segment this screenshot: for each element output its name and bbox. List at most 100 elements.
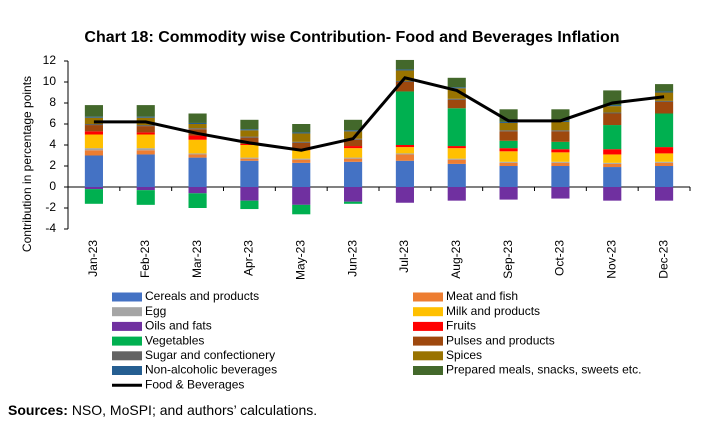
x-tick-label: Feb-23 — [138, 240, 152, 278]
legend-swatch — [112, 351, 142, 361]
bar-segment — [447, 158, 466, 160]
legend-label: Non-alcoholic beverages — [145, 363, 277, 377]
bar-segment — [188, 187, 207, 194]
x-tick-label: Apr-23 — [242, 240, 256, 276]
bar-segment — [447, 146, 466, 149]
bar-segment — [603, 187, 622, 201]
bar-segment — [447, 148, 466, 159]
bar-segment — [603, 125, 622, 150]
bar-segment — [447, 187, 466, 201]
legend-swatch — [413, 366, 443, 375]
bar-segment — [551, 130, 570, 132]
bar-segment — [188, 193, 207, 208]
bar-segment — [551, 141, 570, 150]
bar-segment — [551, 121, 570, 131]
y-tick-label: 2 — [49, 158, 56, 172]
source-label: Sources: — [8, 402, 68, 418]
y-tick-label: 4 — [49, 137, 56, 151]
legend-swatch — [112, 321, 142, 331]
bar-segment — [603, 112, 622, 114]
bar-segment — [395, 187, 414, 203]
bar-segment — [395, 69, 414, 71]
bar-segment — [655, 92, 674, 101]
bar-segment — [551, 152, 570, 162]
bar-segment — [136, 187, 155, 191]
bar-segment — [188, 128, 207, 130]
legend-label: Spices — [446, 348, 482, 362]
legend-swatch — [112, 307, 142, 317]
y-tick-label: 10 — [43, 74, 57, 88]
bar-segment — [292, 142, 311, 150]
bar-segment — [447, 163, 466, 187]
bar-segment — [84, 187, 103, 190]
legend-swatch — [413, 321, 443, 331]
bar-segment — [655, 166, 674, 187]
x-tick-label: Aug-23 — [449, 240, 463, 279]
legend-label: Cereals and products — [145, 289, 259, 303]
bar-segment — [240, 157, 259, 159]
y-tick-label: -2 — [45, 200, 56, 214]
y-tick-label: 6 — [49, 116, 56, 130]
bar-segment — [136, 132, 155, 135]
bar-segment — [655, 162, 674, 166]
bar-segment — [551, 162, 570, 166]
legend-swatch — [112, 366, 142, 375]
bar-segment — [603, 105, 622, 107]
legend-label: Fruits — [446, 319, 476, 333]
bar-segment — [240, 143, 259, 145]
bar-segment — [188, 122, 207, 124]
bar-segment — [188, 154, 207, 158]
bar-segment — [447, 99, 466, 109]
bar-segment — [603, 113, 622, 126]
bar-segment — [136, 125, 155, 127]
bar-segment — [292, 132, 311, 134]
bar-segment — [292, 124, 311, 133]
bar-segment — [344, 146, 363, 149]
legend-swatch — [413, 351, 443, 361]
bar-segment — [292, 133, 311, 142]
bar-segment — [240, 160, 259, 187]
bar-segment — [84, 155, 103, 187]
bar-segment — [188, 157, 207, 187]
bar-segment — [395, 147, 414, 154]
bar-segment — [499, 166, 518, 187]
bar-segment — [395, 70, 414, 81]
chart-title: Chart 18: Commodity wise Contribution- F… — [84, 29, 619, 46]
bar-segment — [344, 158, 363, 162]
bar-segment — [499, 187, 518, 200]
bar-segment — [499, 121, 518, 123]
bar-segment — [292, 150, 311, 159]
legend-label: Pulses and products — [446, 333, 555, 347]
bar-segment — [499, 161, 518, 163]
bar-segment — [551, 161, 570, 163]
bar-segment — [188, 135, 207, 140]
bar-segment — [136, 126, 155, 133]
x-tick-label: Jun-23 — [345, 240, 359, 277]
bar-segment — [603, 149, 622, 155]
bar-segment — [344, 139, 363, 147]
bar-segment — [344, 157, 363, 159]
legend-swatch — [112, 292, 142, 302]
bar-segment — [344, 161, 363, 187]
bar-segment — [603, 162, 622, 164]
bar-segment — [136, 116, 155, 118]
bar-segment — [655, 153, 674, 162]
bar-segment — [240, 129, 259, 131]
x-tick-label: Sep-23 — [501, 240, 515, 279]
bar-segment — [136, 105, 155, 117]
bar-segment — [84, 131, 103, 135]
bar-segment — [447, 98, 466, 100]
bar-segment — [499, 122, 518, 131]
bar-segment — [188, 153, 207, 155]
bar-segment — [655, 91, 674, 93]
source: Sources: NSO, MoSPI; and authors’ calcul… — [8, 402, 317, 418]
bar-segment — [655, 147, 674, 154]
y-tick-label: 12 — [43, 53, 57, 67]
bar-segment — [395, 154, 414, 161]
bar-segment — [551, 131, 570, 142]
bar-segment — [84, 134, 103, 149]
bar-segment — [344, 131, 363, 139]
legend-label: Milk and products — [446, 304, 540, 318]
x-tick-label: Mar-23 — [190, 240, 204, 278]
